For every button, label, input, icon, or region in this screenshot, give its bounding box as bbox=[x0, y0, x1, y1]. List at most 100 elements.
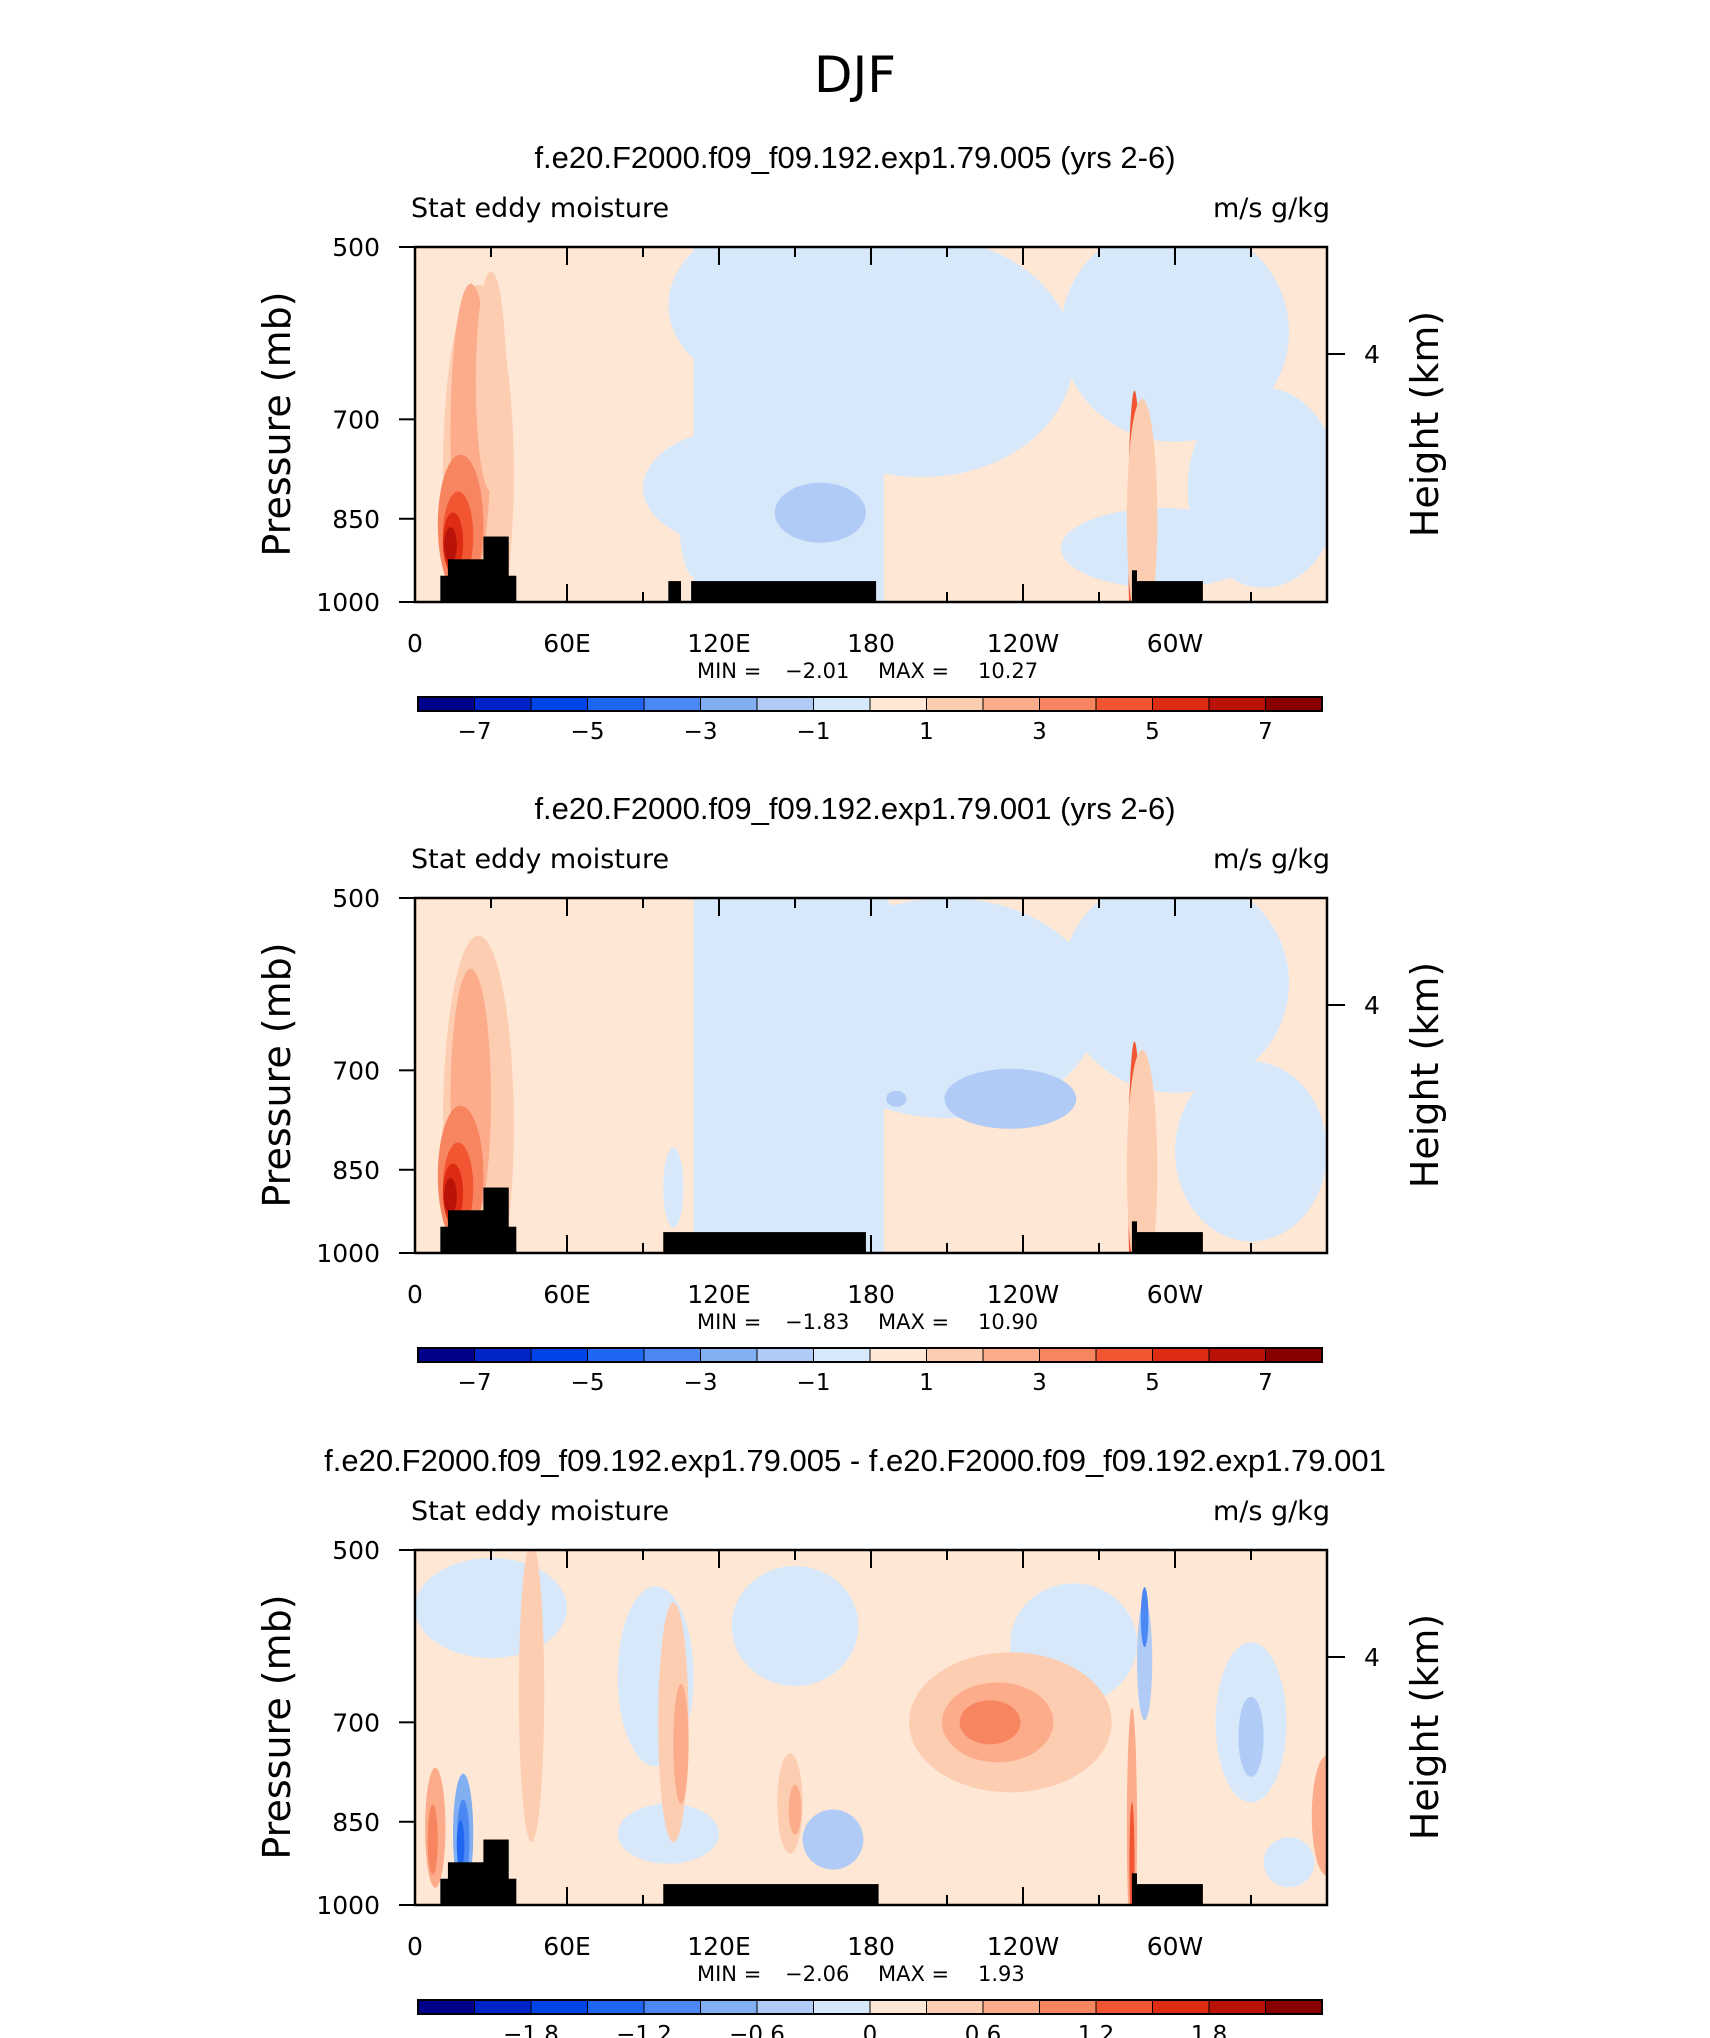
y-tick-label: 1000 bbox=[316, 588, 380, 617]
panel-2: f.e20.F2000.f09_f09.192.exp1.79.001 (yrs… bbox=[255, 791, 1447, 1396]
colorbar-bin bbox=[587, 696, 645, 712]
contour-blob bbox=[1175, 1061, 1327, 1242]
colorbar-label: 5 bbox=[1145, 719, 1160, 745]
colorbar-bin bbox=[926, 1999, 984, 2015]
colorbar-label: 3 bbox=[1032, 719, 1047, 745]
colorbar-bin bbox=[813, 696, 871, 712]
colorbar-label: −1 bbox=[797, 1370, 831, 1396]
max-value: 1.93 bbox=[978, 1962, 1025, 1986]
y-tick-label: 850 bbox=[332, 505, 380, 534]
min-label: MIN = bbox=[697, 1310, 761, 1334]
y-tick-label: 700 bbox=[332, 1056, 380, 1085]
colorbar-label: −1.2 bbox=[616, 2022, 672, 2038]
colorbar-bin bbox=[869, 1999, 927, 2015]
colorbar-label: 1 bbox=[919, 1370, 934, 1396]
contour-blob bbox=[959, 1700, 1021, 1745]
y-tick-label: 850 bbox=[332, 1156, 380, 1185]
colorbar-bin bbox=[417, 1999, 475, 2015]
contour-blob bbox=[1126, 1049, 1158, 1253]
x-tick-label: 60W bbox=[1147, 1932, 1204, 1961]
contour-blob bbox=[1137, 1600, 1153, 1721]
colorbar-frame bbox=[417, 1347, 1323, 1363]
colorbar-label: 5 bbox=[1145, 1370, 1160, 1396]
topography bbox=[668, 581, 681, 602]
colorbar: −7 −5 −3 −1 1 3 5 7 bbox=[417, 696, 1323, 745]
x-tick-label: 180 bbox=[847, 629, 895, 658]
colorbar-bin bbox=[1095, 696, 1153, 712]
x-tick-label: 60E bbox=[543, 629, 591, 658]
colorbar-label: −1.8 bbox=[503, 2022, 559, 2038]
x-tick-label: 120W bbox=[987, 629, 1059, 658]
colorbar-label: −5 bbox=[571, 719, 605, 745]
y-tick-label: 1000 bbox=[316, 1239, 380, 1268]
colorbar-bin bbox=[1208, 1999, 1266, 2015]
colorbar-bin bbox=[982, 1999, 1040, 2015]
y-axis-label: Pressure (mb) bbox=[255, 942, 299, 1207]
left-string: Stat eddy moisture bbox=[411, 844, 669, 875]
colorbar-bin bbox=[587, 1999, 645, 2015]
x-tick-label: 60E bbox=[543, 1932, 591, 1961]
y-right-tick-label: 4 bbox=[1364, 991, 1380, 1020]
colorbar: −1.8 −1.2 −0.6 0 0.6 1.2 1.8 bbox=[417, 1999, 1323, 2038]
x-tick-label: 60W bbox=[1147, 1280, 1204, 1309]
x-tick-label: 120E bbox=[687, 1280, 751, 1309]
colorbar-bin bbox=[700, 1347, 758, 1363]
colorbar-bin bbox=[474, 1999, 532, 2015]
contour-blob bbox=[774, 482, 866, 543]
x-tick-label: 120W bbox=[987, 1932, 1059, 1961]
topography bbox=[483, 1839, 509, 1905]
colorbar-bin bbox=[813, 1999, 871, 2015]
contour-blob bbox=[802, 1809, 864, 1870]
colorbar-label: 1.8 bbox=[1191, 2022, 1228, 2038]
colorbar-bin bbox=[700, 696, 758, 712]
min-label: MIN = bbox=[697, 1962, 761, 1986]
contour-blob bbox=[1126, 398, 1158, 602]
contour-blob bbox=[706, 898, 909, 1047]
colorbar-bin bbox=[530, 1999, 588, 2015]
contour-blob bbox=[886, 1090, 907, 1107]
contour-blob bbox=[456, 1820, 465, 1871]
max-value: 10.27 bbox=[978, 659, 1038, 683]
colorbar-bin bbox=[756, 1347, 814, 1363]
colorbar-bin bbox=[643, 1347, 701, 1363]
colorbar-label: 7 bbox=[1258, 1370, 1273, 1396]
colorbar-label: 3 bbox=[1032, 1370, 1047, 1396]
colorbar-bin bbox=[1265, 1347, 1323, 1363]
contour-blob bbox=[444, 527, 457, 564]
contour-blob bbox=[673, 1683, 689, 1804]
y-axis-right-label: Height (km) bbox=[1403, 1614, 1447, 1840]
colorbar-bin bbox=[869, 696, 927, 712]
contour-blob bbox=[678, 436, 709, 577]
colorbar-bin bbox=[1039, 696, 1097, 712]
x-tick-label: 120E bbox=[687, 629, 751, 658]
contour-blob bbox=[1061, 508, 1264, 589]
colorbar-bin bbox=[417, 696, 475, 712]
colorbar-bin bbox=[1152, 1999, 1210, 2015]
contour-blob bbox=[1061, 247, 1289, 442]
min-value: −2.01 bbox=[785, 659, 849, 683]
contour-blob bbox=[1263, 1837, 1315, 1888]
colorbar-bin bbox=[417, 1347, 475, 1363]
colorbar: −7 −5 −3 −1 1 3 5 7 bbox=[417, 1347, 1323, 1396]
colorbar-bin bbox=[474, 1347, 532, 1363]
contour-blob bbox=[475, 271, 507, 492]
topography bbox=[663, 1884, 879, 1905]
main-title: DJF bbox=[814, 46, 896, 104]
panel-title: f.e20.F2000.f09_f09.192.exp1.79.005 (yrs… bbox=[534, 140, 1175, 175]
colorbar-bin bbox=[756, 1999, 814, 2015]
x-tick-label: 60W bbox=[1147, 629, 1204, 658]
colorbar-bin bbox=[643, 1999, 701, 2015]
contour-blob bbox=[663, 1147, 684, 1228]
x-tick-label: 0 bbox=[407, 629, 423, 658]
colorbar-bin bbox=[1265, 696, 1323, 712]
y-tick-label: 1000 bbox=[316, 1891, 380, 1920]
panel-3: f.e20.F2000.f09_f09.192.exp1.79.005 - f.… bbox=[255, 1443, 1447, 2038]
y-tick-label: 500 bbox=[332, 1536, 380, 1565]
colorbar-bin bbox=[1095, 1347, 1153, 1363]
colorbar-label: 0 bbox=[863, 2022, 878, 2038]
left-string: Stat eddy moisture bbox=[411, 1496, 669, 1527]
right-string: m/s g/kg bbox=[1213, 1496, 1330, 1527]
colorbar-label: 1 bbox=[919, 719, 934, 745]
colorbar-frame bbox=[417, 1999, 1323, 2015]
